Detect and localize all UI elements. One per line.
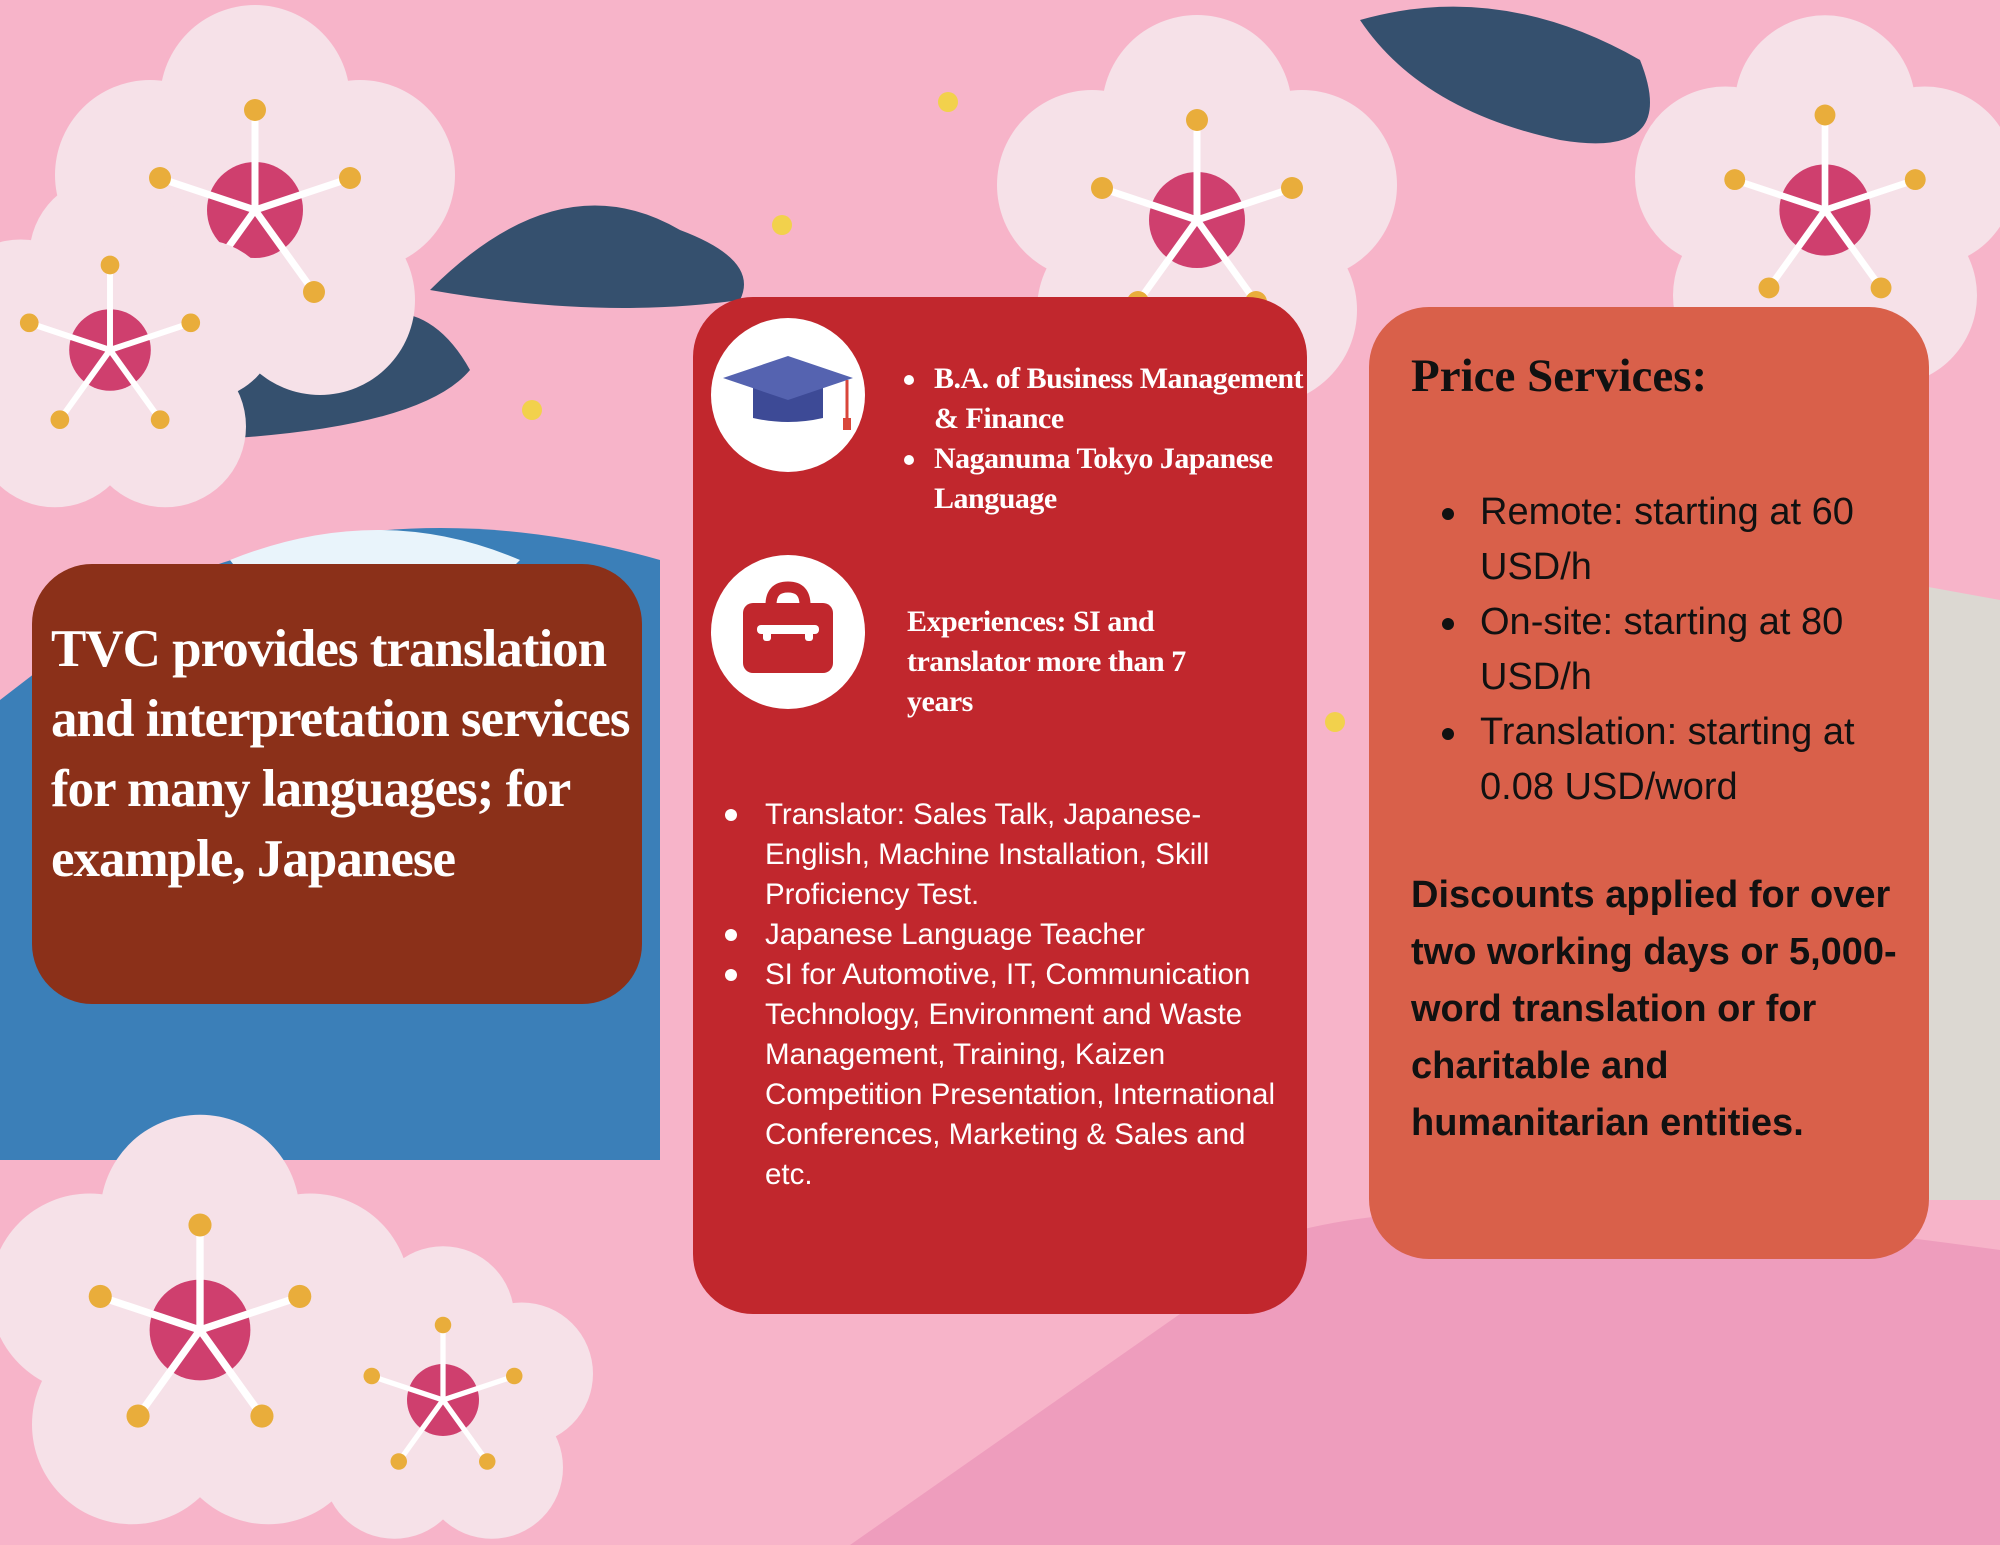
discount-text: Discounts applied for over two working d… — [1411, 874, 1897, 1144]
intro-text: TVC provides translation and interpretat… — [51, 620, 631, 888]
education-list: B.A. of Business Management & Finance Na… — [904, 359, 1304, 519]
price-item: Remote: starting at 60 USD/h — [1442, 485, 1900, 595]
education-item: Naganuma Tokyo Japanese Language — [904, 439, 1304, 519]
work-item: Japanese Language Teacher — [725, 915, 1285, 955]
briefcase-icon — [711, 555, 865, 709]
work-item: SI for Automotive, IT, Communication Tec… — [725, 955, 1285, 1195]
graduation-cap-icon — [711, 318, 865, 472]
pricing-title: Price Services: — [1411, 350, 1708, 402]
pricing-card: Price Services: Remote: starting at 60 U… — [1369, 307, 1929, 1259]
price-item: On-site: starting at 80 USD/h — [1442, 595, 1900, 705]
price-item: Translation: starting at 0.08 USD/word — [1442, 705, 1900, 815]
work-item: Translator: Sales Talk, Japanese-English… — [725, 795, 1285, 915]
intro-card: TVC provides translation and interpretat… — [32, 564, 642, 1004]
work-list: Translator: Sales Talk, Japanese-English… — [725, 795, 1285, 1195]
experience-text: Experiences: SI and translator more than… — [907, 605, 1186, 718]
price-list: Remote: starting at 60 USD/h On-site: st… — [1442, 485, 1900, 815]
education-item: B.A. of Business Management & Finance — [904, 359, 1304, 439]
qualifications-card: B.A. of Business Management & Finance Na… — [693, 297, 1307, 1314]
